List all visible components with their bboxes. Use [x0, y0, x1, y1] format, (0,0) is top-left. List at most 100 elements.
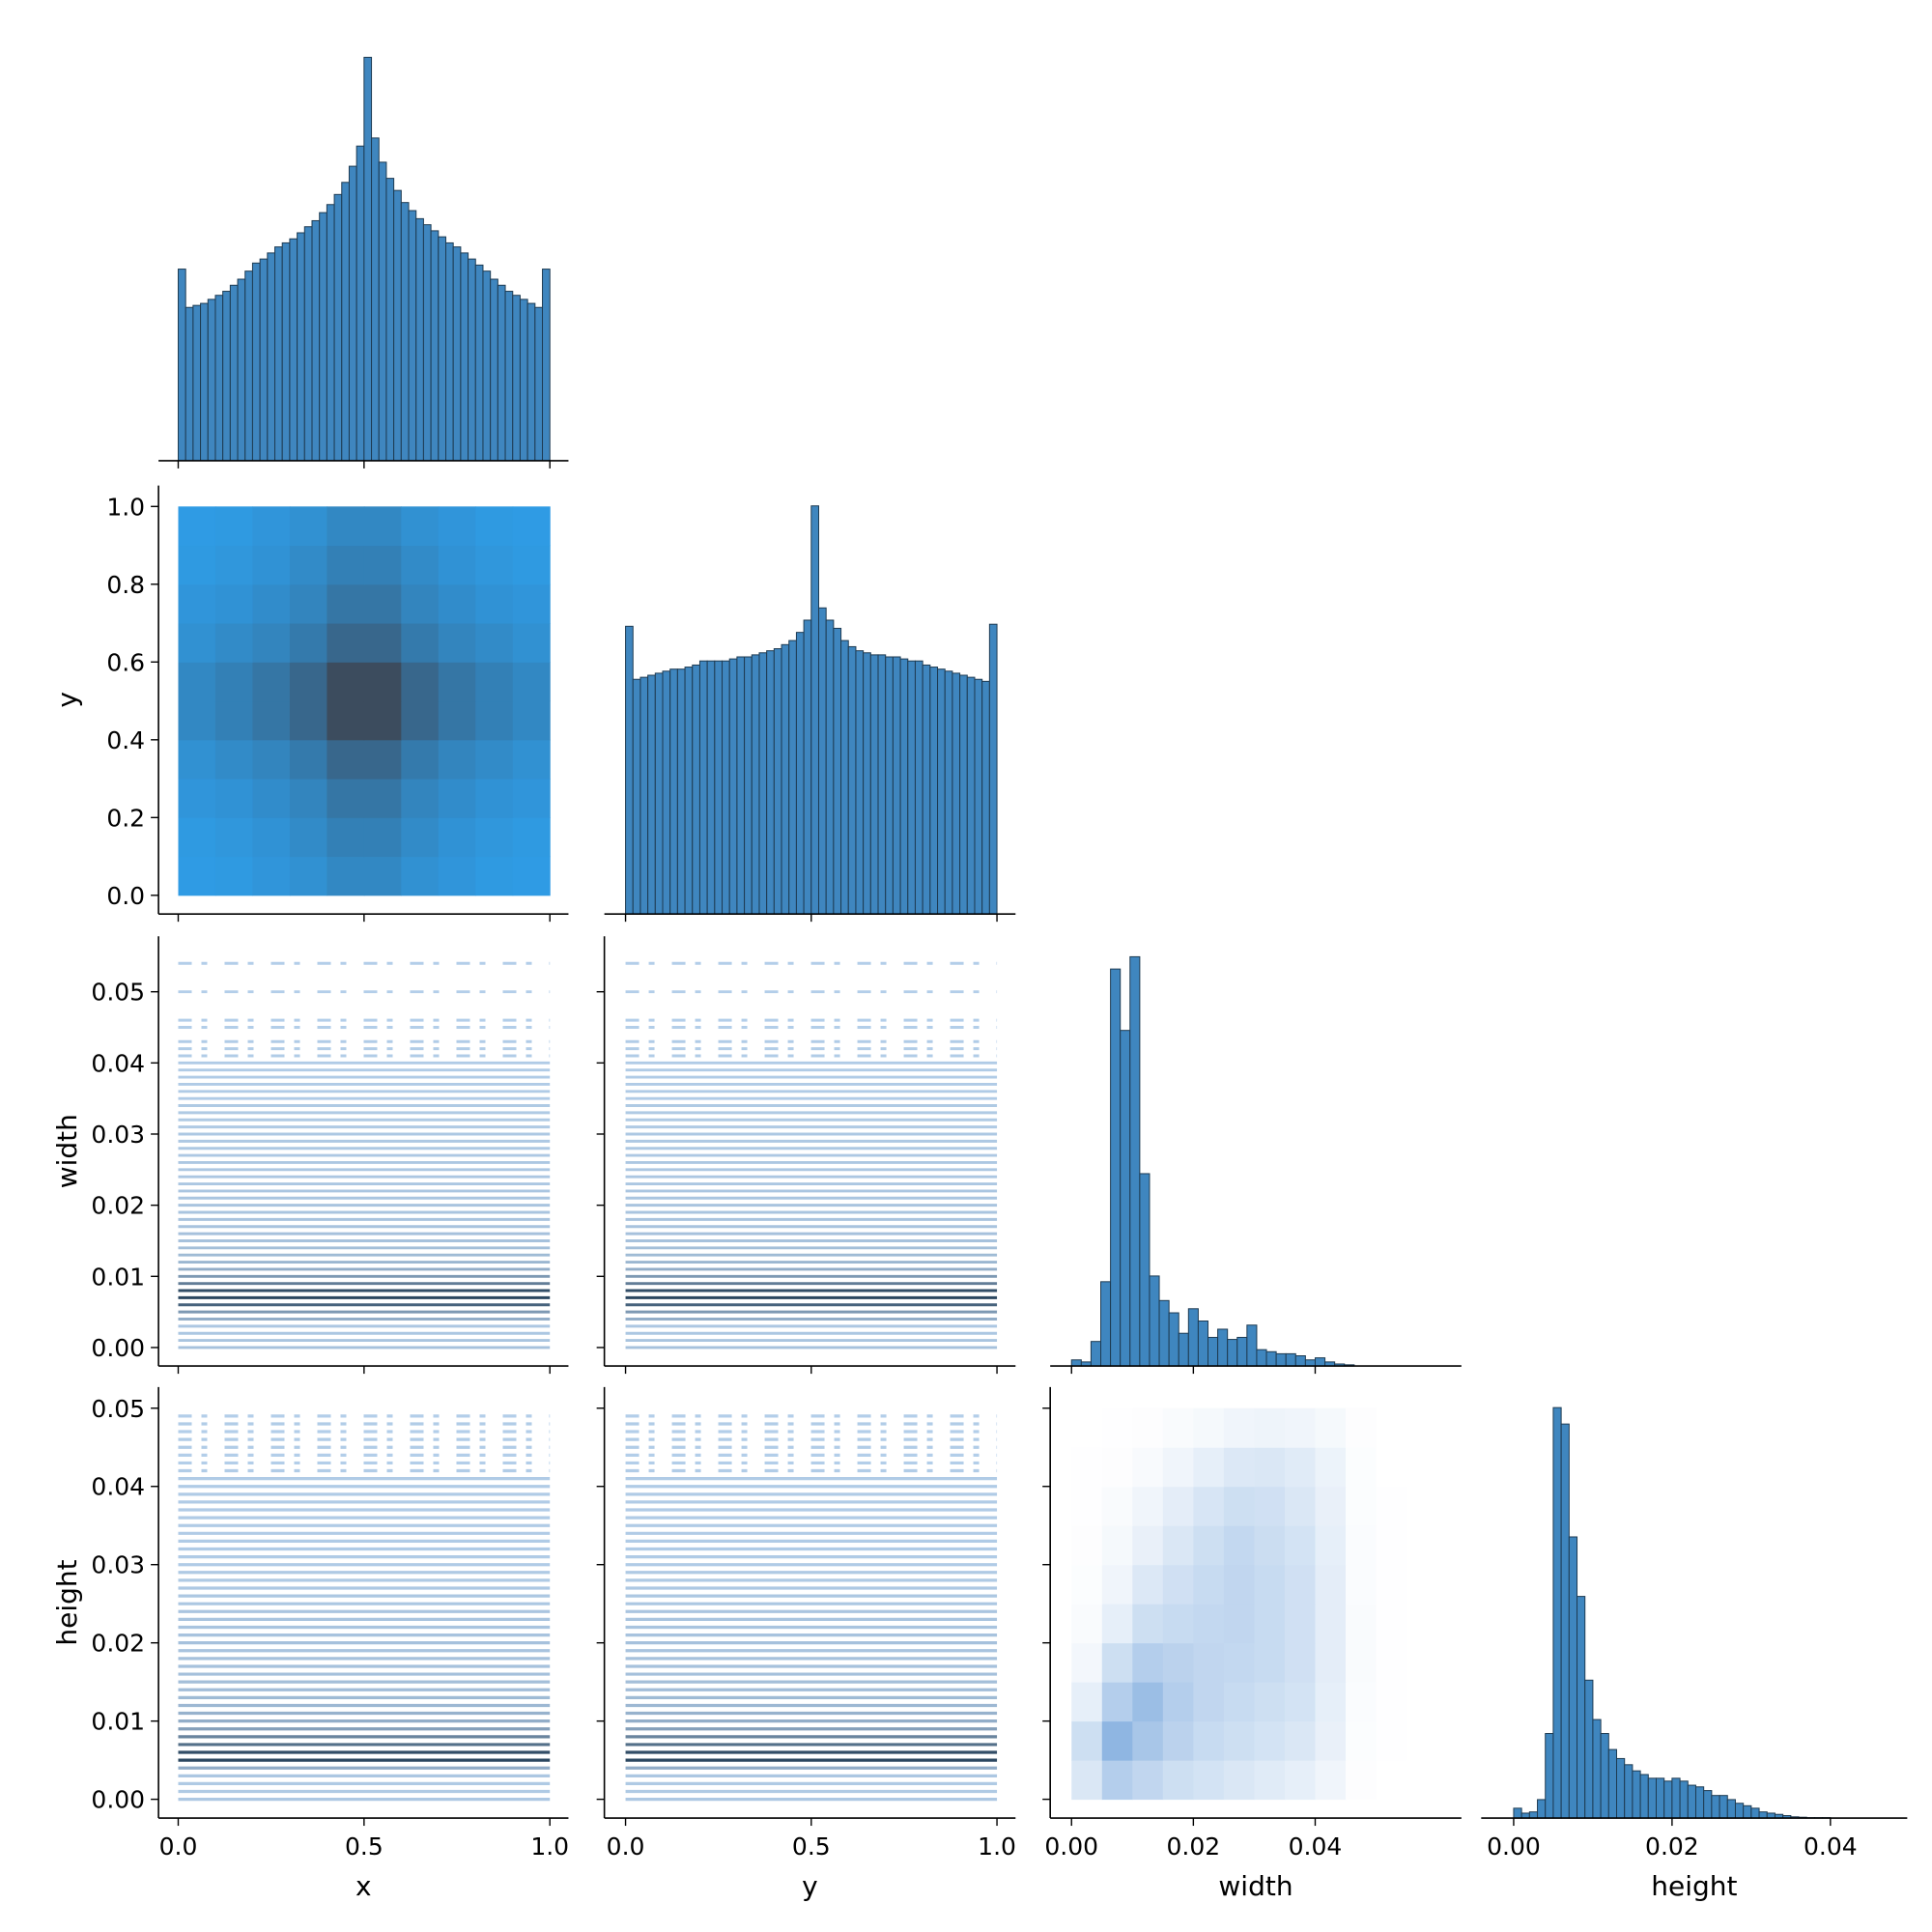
cell	[214, 506, 253, 547]
y-tick-label: 0.00	[91, 1334, 145, 1362]
cell	[214, 700, 253, 741]
bar	[1100, 1281, 1112, 1367]
bar	[1647, 1777, 1657, 1819]
bar	[371, 137, 380, 462]
bar	[400, 202, 410, 462]
cell	[178, 583, 216, 624]
bar	[430, 230, 440, 462]
cell	[214, 817, 253, 858]
cell	[401, 506, 440, 547]
bar	[647, 674, 656, 915]
cell	[1132, 1447, 1164, 1488]
bar	[474, 264, 484, 462]
bar	[877, 654, 887, 915]
cell	[1254, 1564, 1286, 1605]
y-tick-label: 0.2	[106, 804, 145, 832]
bar	[438, 236, 447, 462]
cell	[1162, 1407, 1194, 1448]
cell	[252, 623, 291, 663]
cell	[438, 817, 476, 858]
cell	[327, 856, 365, 896]
cell	[512, 739, 551, 780]
cell	[1132, 1642, 1164, 1683]
y-tick-label: 0.00	[91, 1786, 145, 1814]
cell	[1101, 1525, 1133, 1566]
bar	[625, 625, 634, 915]
cell	[363, 739, 402, 780]
bar	[1207, 1336, 1219, 1367]
bar	[415, 217, 424, 462]
x-tick-label: 0.00	[1487, 1833, 1541, 1861]
cell	[1071, 1682, 1103, 1722]
panel	[1050, 955, 1462, 1375]
cell	[1132, 1760, 1164, 1801]
bar	[445, 242, 454, 462]
bar	[825, 619, 835, 915]
bar	[393, 189, 402, 462]
cell	[1254, 1525, 1286, 1566]
cell	[1132, 1720, 1164, 1761]
cell	[1101, 1720, 1133, 1761]
cell	[1376, 1564, 1407, 1605]
bar	[1632, 1770, 1641, 1819]
bar	[899, 658, 909, 915]
panel	[596, 936, 1016, 1375]
cell	[512, 583, 551, 624]
bar	[1197, 1320, 1208, 1367]
bar	[1304, 1359, 1316, 1367]
cell	[1254, 1486, 1286, 1526]
bar	[892, 656, 901, 915]
cell	[512, 817, 551, 858]
panel: 0.00 0.01 0.02 0.03 0.04 0.05 width	[51, 936, 569, 1375]
cell	[512, 506, 551, 547]
bar	[1624, 1764, 1634, 1819]
bar	[1285, 1352, 1296, 1367]
cell	[1254, 1760, 1286, 1801]
cell	[1254, 1447, 1286, 1488]
cell	[1284, 1720, 1316, 1761]
bar	[869, 654, 879, 915]
bar	[937, 668, 946, 915]
cell	[1315, 1604, 1347, 1644]
cell	[1254, 1682, 1286, 1722]
bar	[355, 145, 365, 462]
cell	[1346, 1682, 1378, 1722]
bar	[1758, 1811, 1768, 1819]
cell	[327, 779, 365, 818]
bar	[1592, 1719, 1602, 1819]
cell	[438, 856, 476, 896]
cell	[327, 506, 365, 547]
panel: 0.0 0.5 1.0 y	[596, 1386, 1016, 1902]
bar	[1090, 1341, 1102, 1367]
bar	[855, 650, 865, 915]
y-tick-label: 0.8	[106, 571, 145, 599]
cell	[1346, 1760, 1378, 1801]
cell	[475, 583, 514, 624]
cell	[1315, 1720, 1347, 1761]
cell	[289, 506, 327, 547]
bar	[1639, 1774, 1649, 1819]
x-tick-label: 0.04	[1804, 1833, 1858, 1861]
cell	[401, 545, 440, 585]
cell	[1162, 1682, 1194, 1722]
cell	[1284, 1486, 1316, 1526]
cell	[1315, 1407, 1347, 1448]
bar	[512, 295, 521, 462]
bar	[1168, 1312, 1179, 1367]
cell	[1071, 1604, 1103, 1644]
bar	[863, 652, 871, 915]
cell	[1223, 1682, 1255, 1722]
cell	[1376, 1642, 1407, 1683]
cell	[1193, 1760, 1225, 1801]
cell	[1223, 1525, 1255, 1566]
bar	[1694, 1786, 1705, 1819]
cell	[401, 817, 440, 858]
cell	[1162, 1525, 1194, 1566]
cell	[1376, 1760, 1407, 1801]
cell	[1162, 1604, 1194, 1644]
cell	[1071, 1720, 1103, 1761]
cell	[1162, 1642, 1194, 1683]
bar	[698, 660, 708, 915]
bar	[192, 304, 202, 462]
bar	[251, 262, 261, 462]
